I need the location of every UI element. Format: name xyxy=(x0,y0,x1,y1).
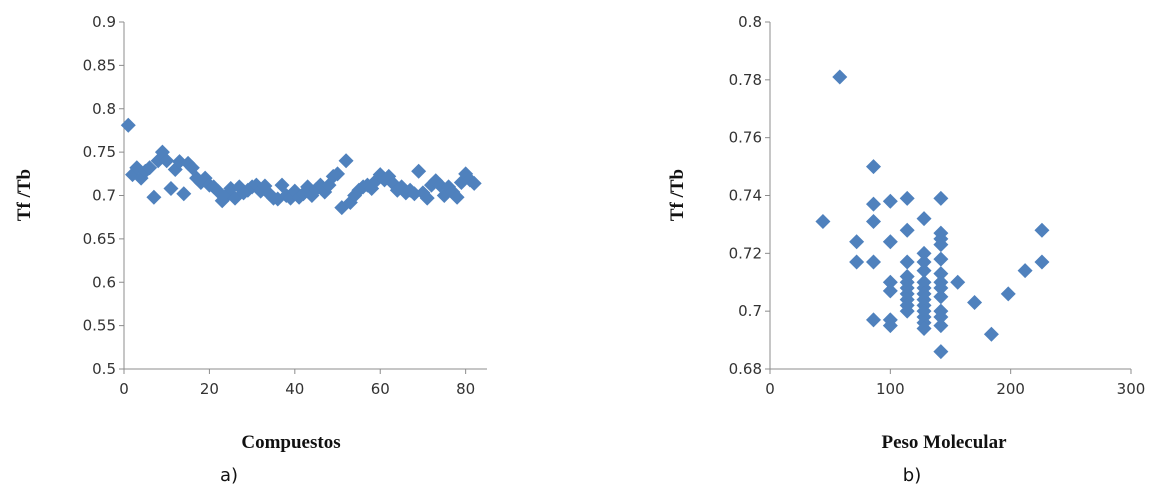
chart-b-point xyxy=(882,318,898,334)
chart-a-point xyxy=(142,160,158,176)
chart-a-point xyxy=(146,189,162,205)
chart-b-y-tick-label: 0.72 xyxy=(729,244,762,262)
chart-a-y-tick-label: 0.75 xyxy=(83,143,116,161)
chart-b-y-tick-label: 0.68 xyxy=(729,360,762,378)
chart-a-point xyxy=(449,189,465,205)
chart-a-point xyxy=(466,175,482,191)
chart-b-x-tick-label: 200 xyxy=(996,380,1025,398)
chart-a-point xyxy=(406,186,422,202)
chart-a-point xyxy=(159,153,175,169)
chart-b-point xyxy=(933,251,949,267)
chart-b-y-tick-label: 0.7 xyxy=(738,302,762,320)
chart-b-point xyxy=(933,190,949,206)
chart-a-point xyxy=(120,117,136,133)
chart-b-point xyxy=(933,289,949,305)
chart-b-point xyxy=(865,254,881,270)
chart-b-point xyxy=(865,196,881,212)
chart-b-y-tick-label: 0.74 xyxy=(729,187,762,205)
chart-b-point xyxy=(1000,286,1016,302)
chart-b-point xyxy=(916,263,932,279)
chart-b-y-tick-label: 0.76 xyxy=(729,129,762,147)
chart-b-point xyxy=(933,344,949,360)
chart-b-point xyxy=(899,222,915,238)
chart-a-x-tick-label: 40 xyxy=(285,380,304,398)
chart-a-y-tick-label: 0.8 xyxy=(92,100,116,118)
chart-a-point xyxy=(163,181,179,197)
chart-a-point xyxy=(338,153,354,169)
chart-a-point xyxy=(419,190,435,206)
chart-b-point xyxy=(849,254,865,270)
chart-b-x-tick-label: 0 xyxy=(765,380,775,398)
chart-b-point xyxy=(933,318,949,334)
chart-b-y-tick-label: 0.8 xyxy=(738,13,762,31)
chart-b-point xyxy=(1034,254,1050,270)
chart-b-point xyxy=(933,237,949,253)
chart-a-y-tick-label: 0.6 xyxy=(92,273,116,291)
chart-a-y-tick-label: 0.55 xyxy=(83,317,116,335)
chart-b-point xyxy=(849,234,865,250)
chart-b: Tf /Tb Peso Molecular b) 0.68 0.7 0.72 0.74… xyxy=(667,13,1145,486)
chart-b-point xyxy=(916,245,932,261)
chart-a-x-tick-label: 0 xyxy=(119,380,129,398)
chart-b-caption: b) xyxy=(903,465,921,486)
chart-b-xlabel: Peso Molecular xyxy=(881,432,1007,453)
chart-b-ylabel: Tf /Tb xyxy=(667,169,688,221)
chart-a-x-tick-label: 60 xyxy=(371,380,390,398)
chart-a-y-tick-label: 0.7 xyxy=(92,187,116,205)
chart-b-x-tick-label: 300 xyxy=(1117,380,1146,398)
chart-b-point xyxy=(967,294,983,310)
chart-b-point xyxy=(1034,222,1050,238)
chart-a-y-tick-label: 0.65 xyxy=(83,230,116,248)
chart-a-y-tick-label: 0.85 xyxy=(83,56,116,74)
chart-b-point xyxy=(983,326,999,342)
chart-b-point xyxy=(1017,263,1033,279)
chart-b-point xyxy=(899,254,915,270)
chart-a-point xyxy=(176,186,192,202)
chart-b-point xyxy=(815,214,831,230)
chart-b-point xyxy=(916,321,932,337)
chart-b-point xyxy=(865,214,881,230)
chart-b-point xyxy=(882,193,898,209)
chart-a-x-tick-label: 20 xyxy=(200,380,219,398)
chart-a-y-tick-label: 0.5 xyxy=(92,360,116,378)
chart-b-point xyxy=(916,254,932,270)
chart-b-point xyxy=(933,280,949,296)
chart-a-caption: a) xyxy=(220,465,238,486)
chart-b-point xyxy=(899,303,915,319)
chart-a-point xyxy=(330,166,346,182)
chart-b-point xyxy=(882,234,898,250)
chart-a-y-tick-label: 0.9 xyxy=(92,13,116,31)
chart-b-point xyxy=(882,283,898,299)
chart-b-x-tick-label: 100 xyxy=(876,380,905,398)
chart-b-point xyxy=(933,266,949,282)
chart-a-ylabel: Tf /Tb xyxy=(14,169,35,221)
chart-a-x-tick-label: 80 xyxy=(456,380,475,398)
chart-a: Tf /Tb Compuestos a) 0.5 0.55 0.6 0.65 0.7 0.… xyxy=(14,13,487,486)
chart-b-point xyxy=(865,312,881,328)
chart-b-point xyxy=(865,159,881,175)
chart-a-xlabel: Compuestos xyxy=(241,432,340,453)
chart-b-point xyxy=(899,190,915,206)
chart-b-point xyxy=(882,274,898,290)
chart-a-point xyxy=(411,163,427,179)
chart-b-point xyxy=(916,211,932,227)
chart-b-y-tick-label: 0.78 xyxy=(729,71,762,89)
chart-b-point xyxy=(933,309,949,325)
chart-b-point xyxy=(832,69,848,85)
chart-b-point xyxy=(950,274,966,290)
